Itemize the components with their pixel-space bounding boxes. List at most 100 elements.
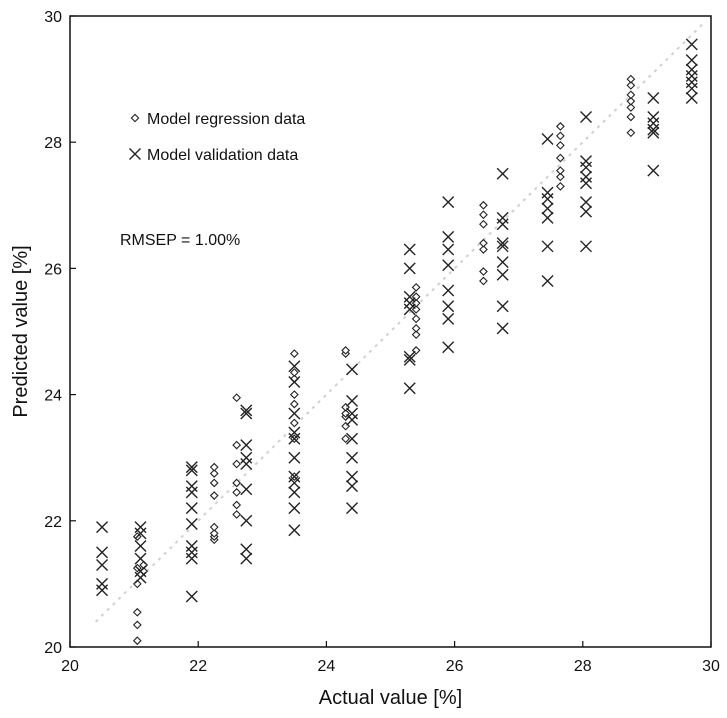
data-point-regression [289, 399, 299, 409]
data-point-regression [209, 491, 219, 500]
data-point-validation [185, 480, 198, 493]
data-point-validation [496, 300, 509, 313]
data-point-validation [240, 514, 253, 527]
y-tick-label: 20 [44, 640, 62, 657]
data-point-validation [685, 54, 698, 67]
data-point-validation [580, 240, 592, 253]
data-point-validation [442, 312, 455, 325]
data-point-validation [541, 186, 554, 199]
data-point-regression [411, 323, 421, 333]
legend: Model regression data Model validation d… [129, 111, 305, 164]
data-point-validation [185, 517, 198, 530]
data-point-validation [346, 480, 359, 493]
data-point-validation [288, 426, 301, 439]
data-point-validation [541, 192, 554, 205]
data-point-validation [185, 464, 198, 477]
data-point-validation [346, 413, 359, 426]
data-point-validation [496, 167, 509, 180]
data-point-validation [346, 407, 359, 420]
data-point-regression [479, 200, 488, 210]
data-point-regression [626, 112, 636, 122]
x-tick-label: 24 [318, 658, 336, 675]
data-point-validation [185, 486, 198, 499]
data-point-regression [555, 153, 565, 163]
data-point-regression [555, 166, 565, 175]
data-point-regression [232, 500, 242, 510]
data-point-validation [442, 341, 455, 354]
data-point-validation [96, 546, 109, 559]
data-point-validation [541, 211, 554, 224]
data-point-validation [134, 540, 147, 553]
data-point-validation [496, 218, 509, 231]
data-point-regression [626, 128, 636, 138]
data-point-regression [411, 346, 421, 355]
data-point-regression [209, 529, 219, 538]
data-point-regression [289, 418, 299, 428]
y-tick-label: 30 [44, 9, 62, 26]
data-point-regression [232, 478, 242, 488]
data-point-regression [626, 81, 636, 90]
data-point-validation [685, 92, 698, 105]
data-point-validation [346, 363, 359, 376]
legend-marker-validation [129, 148, 141, 160]
data-point-regression [411, 314, 421, 324]
data-point-validation [288, 375, 301, 388]
legend-x-marker [129, 148, 141, 160]
data-point-validation [442, 196, 455, 209]
data-point-validation [96, 577, 109, 590]
data-point-validation [403, 303, 416, 316]
data-point-validation [288, 451, 301, 464]
data-point-regression [232, 459, 242, 469]
data-point-validation [647, 123, 660, 136]
series-1-points [96, 38, 698, 603]
x-tick-label: 30 [702, 658, 720, 675]
data-point-validation [346, 502, 359, 515]
data-point-validation [240, 552, 253, 565]
data-point-regression [289, 368, 299, 377]
points-layer [96, 38, 698, 646]
y-tick-label: 24 [44, 388, 62, 405]
data-point-regression [555, 122, 565, 131]
x-axis-ticks: 20 22 24 26 28 30 [61, 641, 720, 675]
data-point-validation [541, 133, 554, 146]
data-point-validation [96, 521, 109, 534]
y-axis-title: Predicted value [%] [10, 245, 32, 417]
data-point-validation [541, 275, 554, 288]
data-point-regression [411, 282, 421, 292]
data-point-validation [496, 256, 509, 269]
data-point-validation [288, 524, 301, 537]
data-point-regression [411, 292, 421, 302]
data-point-regression [479, 245, 488, 254]
data-point-regression [555, 172, 565, 182]
data-point-regression [209, 462, 219, 472]
data-point-validation [403, 243, 416, 256]
data-point-validation [580, 110, 592, 123]
data-point-validation [288, 407, 301, 420]
data-point-validation [240, 404, 253, 417]
data-point-validation [346, 451, 359, 464]
data-point-validation [288, 470, 301, 483]
data-point-regression [232, 393, 242, 403]
data-point-validation [288, 360, 301, 373]
data-point-regression [132, 636, 142, 646]
data-point-regression [626, 74, 636, 84]
x-tick-label: 20 [61, 658, 79, 675]
y-tick-label: 22 [44, 514, 62, 531]
data-point-validation [541, 240, 554, 253]
data-point-regression [626, 96, 636, 106]
data-point-validation [346, 432, 359, 445]
data-point-validation [685, 76, 698, 89]
data-point-validation [185, 552, 198, 565]
x-tick-label: 22 [189, 658, 207, 675]
data-point-validation [96, 584, 109, 597]
data-point-validation [496, 322, 509, 335]
data-point-validation [403, 353, 416, 366]
data-point-validation [496, 268, 509, 281]
data-point-validation [580, 177, 592, 190]
reference-line-layer [94, 21, 706, 623]
rmsep-annotation: RMSEP = 1.00% [120, 232, 240, 249]
data-point-regression [479, 276, 488, 286]
data-point-regression [232, 488, 242, 497]
data-point-validation [403, 290, 416, 303]
